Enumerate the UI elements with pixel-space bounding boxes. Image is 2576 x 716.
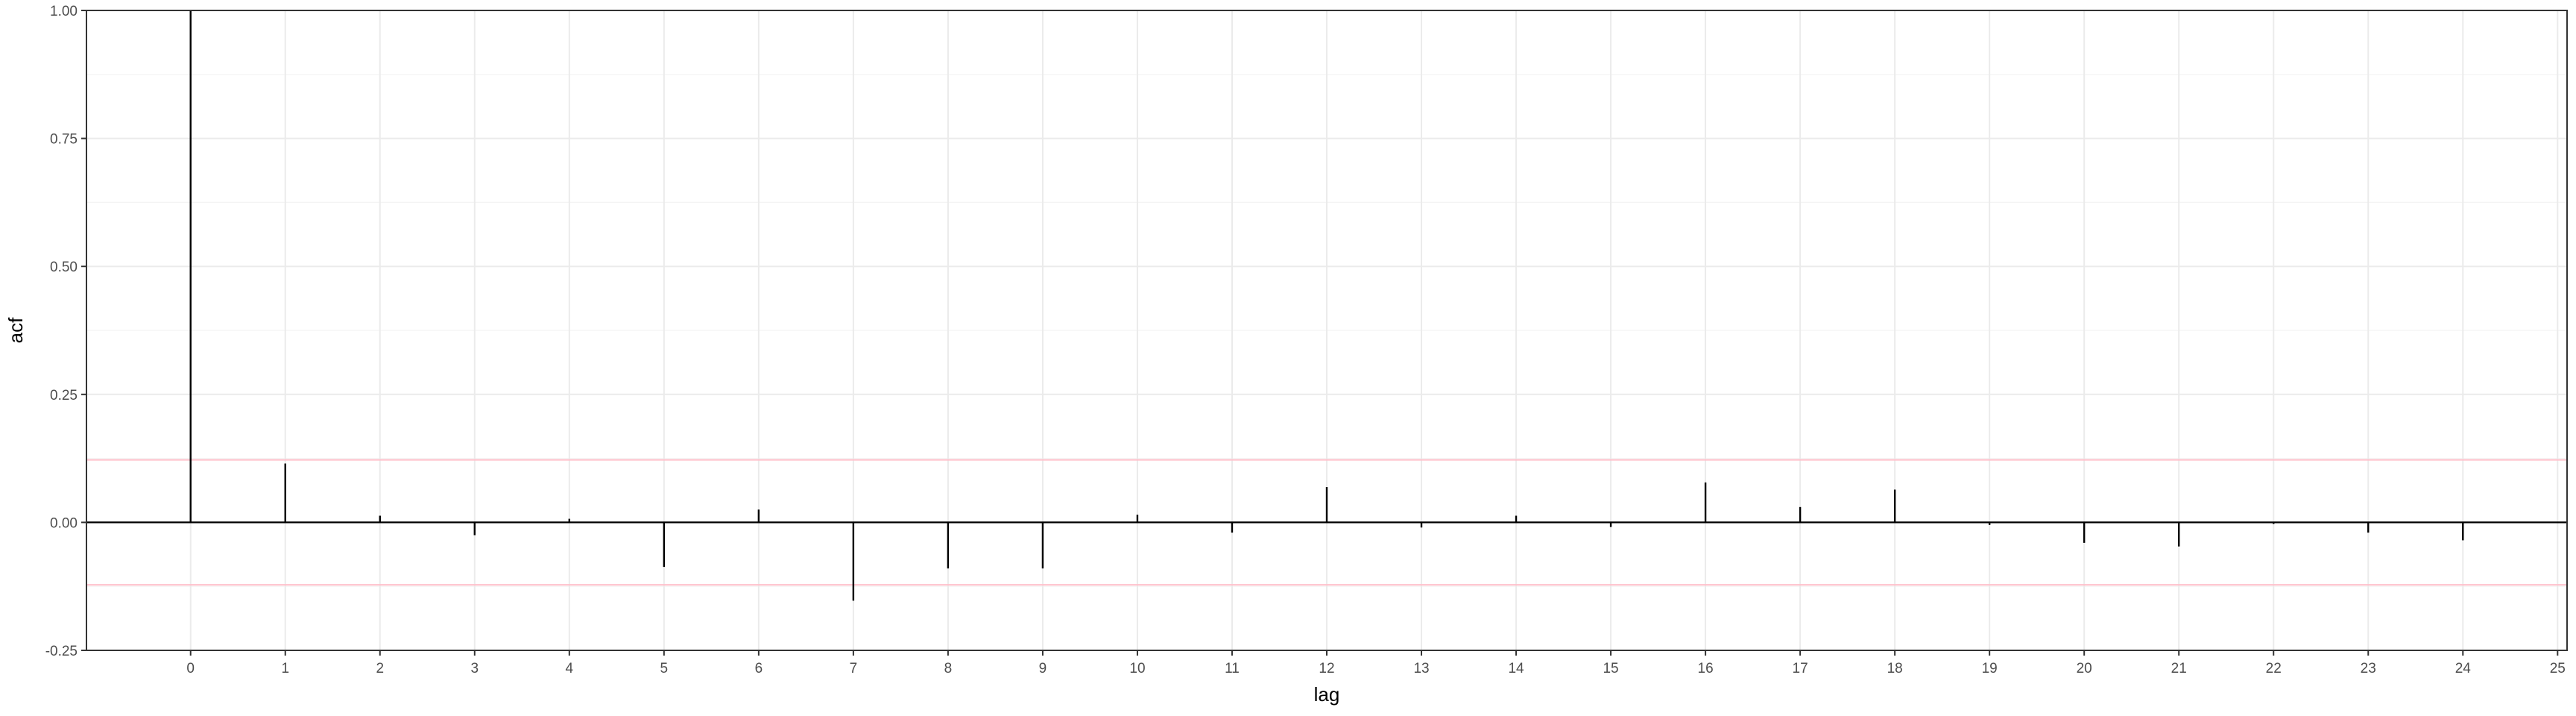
x-tick-label: 1 [281,661,289,676]
x-tick-label: 14 [1508,661,1524,676]
x-tick-label: 24 [2455,661,2472,676]
x-tick-label: 16 [1698,661,1714,676]
x-tick-label: 9 [1039,661,1047,676]
x-tick-label: 23 [2361,661,2376,676]
y-tick-label: -0.25 [45,644,78,659]
x-tick-label: 13 [1413,661,1429,676]
x-tick-label: 12 [1319,661,1334,676]
confidence-bounds [86,459,2567,586]
x-tick-label: 6 [755,661,763,676]
x-tick-label: 20 [2077,661,2092,676]
x-tick-label: 17 [1793,661,1808,676]
y-tick-label: 0.75 [50,132,78,148]
x-axis-title: lag [1314,683,1340,706]
x-tick-label: 4 [566,661,574,676]
x-tick-label: 2 [376,661,384,676]
y-tick-label: 1.00 [50,4,78,19]
acf-bars [86,10,2567,601]
x-tick-label: 22 [2266,661,2282,676]
x-tick-label: 25 [2550,661,2566,676]
x-tick-label: 7 [850,661,858,676]
x-tick-label: 0 [186,661,195,676]
grid-lines [86,10,2567,651]
x-tick-label: 19 [1982,661,1998,676]
x-tick-label: 11 [1225,661,1240,676]
y-tick-label: 0.25 [50,388,78,403]
x-tick-label: 21 [2171,661,2187,676]
x-tick-label: 15 [1603,661,1618,676]
y-axis-title: acf [4,317,27,343]
axis-ticks [81,10,2559,656]
x-tick-label: 10 [1129,661,1145,676]
y-tick-label: 0.00 [50,515,78,531]
x-tick-label: 18 [1887,661,1903,676]
tick-labels: 0 1 2 3 4 5 6 7 8 9 10 11 12 13 14 15 16 17 18 19 20 21 22 23 24… [45,4,2566,676]
y-tick-label: 0.50 [50,260,78,275]
x-tick-label: 3 [471,661,479,676]
x-tick-label: 8 [944,661,953,676]
x-tick-label: 5 [660,661,669,676]
